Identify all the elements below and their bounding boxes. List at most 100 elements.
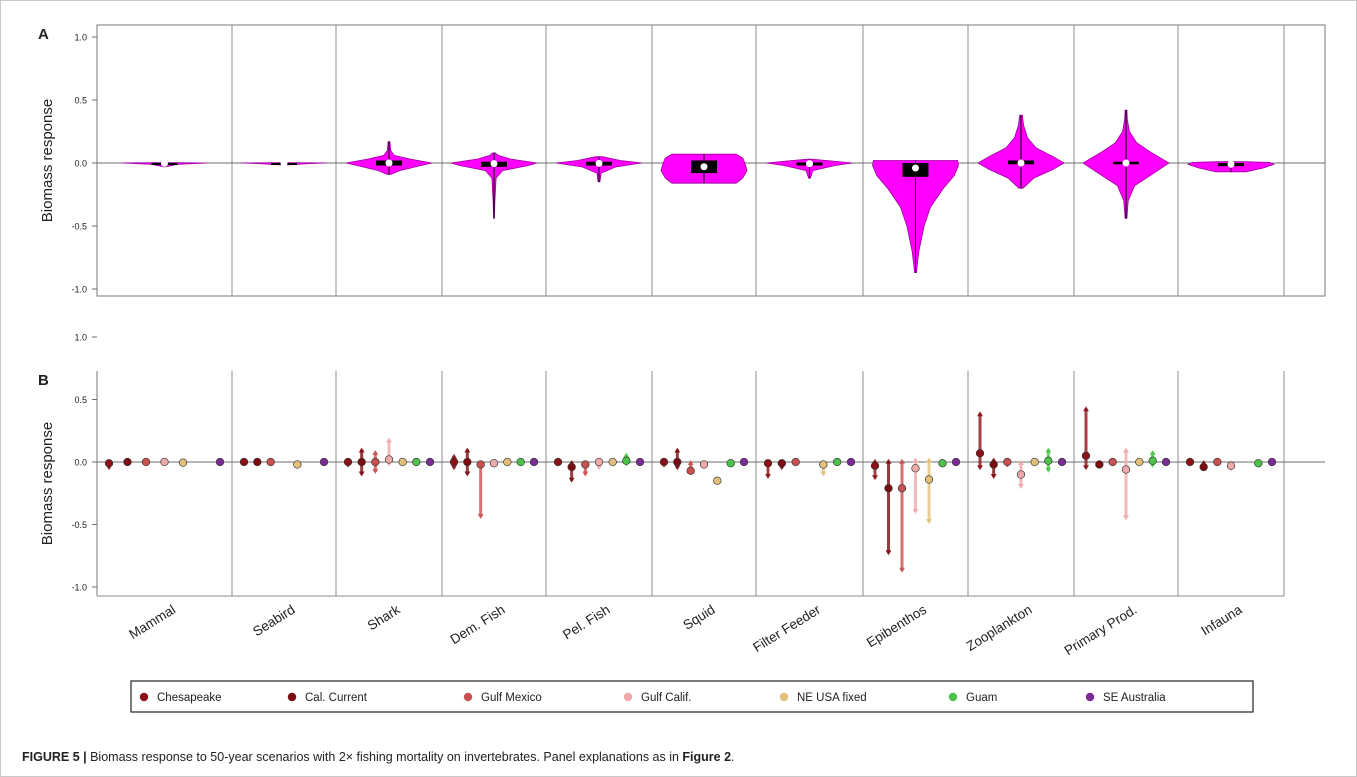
point-chesapeake	[239, 457, 249, 467]
point-se-australia	[846, 457, 856, 467]
x-tick-label: Dem. Fish	[447, 602, 507, 647]
range-cap	[1083, 465, 1089, 471]
legend-marker	[463, 692, 473, 702]
y-tick-label: 0.0	[74, 458, 87, 468]
point-gulf-mexico	[266, 457, 275, 467]
range-cap	[1123, 447, 1129, 453]
point-gulf-calif-	[699, 460, 709, 469]
panel-b-label: B	[38, 372, 49, 389]
x-tick-label: Seabird	[250, 602, 297, 639]
legend-entry: Gulf Mexico	[481, 692, 542, 704]
violin-median	[806, 160, 813, 168]
legend-marker	[139, 692, 149, 702]
range-cap	[372, 469, 379, 474]
range-cap	[687, 460, 694, 465]
range-cap	[820, 471, 827, 477]
violin-median	[912, 164, 919, 172]
point-gulf-calif-	[489, 459, 499, 468]
point-gulf-mexico	[1108, 457, 1117, 467]
point-gulf-mexico	[1213, 457, 1222, 467]
range-cap	[372, 450, 379, 455]
point-gulf-mexico	[1003, 457, 1012, 467]
y-axis-label: Biomass response	[39, 422, 56, 545]
point-chesapeake	[1185, 457, 1195, 467]
caption-figure-ref: Figure 2	[682, 750, 732, 764]
range-cap	[1045, 447, 1052, 453]
point-cal-current	[1095, 460, 1104, 469]
point-cal-current	[884, 484, 893, 493]
range-cap	[1018, 460, 1024, 465]
range-cap	[386, 437, 392, 443]
point-gulf-calif-	[384, 455, 394, 464]
point-gulf-mexico	[686, 466, 695, 475]
point-chesapeake	[343, 457, 353, 467]
point-chesapeake	[659, 457, 669, 467]
point-gulf-calif-	[160, 457, 169, 467]
panel-b: 1.0 0.5 0.0 -0.5 -1.0 Biomass response B Mammal…	[38, 333, 1325, 658]
y-axis-label: Biomass response	[39, 99, 56, 222]
point-chesapeake	[870, 461, 880, 470]
point-cal-current	[673, 457, 682, 467]
violin-median	[1122, 159, 1130, 167]
point-ne-usa-fixed	[1135, 457, 1144, 467]
y-tick-label: 0.5	[74, 96, 87, 106]
point-cal-current	[777, 459, 786, 468]
x-tick-label: Mammal	[126, 602, 178, 642]
panel-a-label: A	[38, 26, 49, 43]
range-cap	[912, 509, 919, 514]
point-chesapeake	[104, 459, 114, 468]
y-tick-label: 1.0	[74, 33, 87, 43]
violin-median	[161, 159, 168, 167]
point-chesapeake	[553, 457, 563, 467]
range-cap	[358, 447, 365, 453]
point-se-australia	[425, 457, 435, 467]
legend-entry: NE USA fixed	[797, 692, 867, 704]
range-cap	[596, 465, 602, 471]
violin-median	[1017, 159, 1025, 167]
point-gulf-mexico	[581, 460, 590, 469]
range-cap	[912, 457, 919, 463]
range-cap	[451, 465, 457, 471]
point-gulf-calif-	[1121, 465, 1131, 474]
point-ne-usa-fixed	[1030, 457, 1039, 467]
range-cap	[582, 471, 589, 477]
point-ne-usa-fixed	[503, 457, 512, 467]
point-gulf-calif-	[1016, 470, 1026, 479]
point-chesapeake	[975, 449, 985, 458]
legend-marker	[779, 692, 789, 702]
violin-median	[700, 163, 708, 171]
point-se-australia	[1161, 457, 1171, 467]
point-ne-usa-fixed	[398, 457, 407, 467]
legend-entry: Guam	[966, 692, 997, 704]
range-cap	[623, 452, 630, 458]
violin-median	[1227, 160, 1235, 168]
range-cap	[926, 519, 932, 524]
point-gulf-calif-	[911, 464, 920, 473]
point-cal-current	[567, 462, 576, 472]
point-chesapeake	[449, 457, 459, 467]
range-cap	[1083, 406, 1089, 412]
y-tick-label: -0.5	[71, 520, 87, 530]
x-tick-label: Zooplankton	[964, 602, 1035, 654]
point-guam	[516, 457, 525, 467]
caption-label: FIGURE 5 |	[22, 750, 87, 764]
point-ne-usa-fixed	[819, 460, 828, 469]
legend-entry: Gulf Calif.	[641, 692, 692, 704]
point-ne-usa-fixed	[293, 460, 302, 469]
point-ne-usa-fixed	[178, 458, 188, 467]
x-tick-label: Pel. Fish	[560, 602, 612, 643]
point-se-australia	[739, 457, 749, 467]
range-cap	[926, 457, 932, 463]
point-se-australia	[1267, 457, 1277, 467]
legend-marker	[1085, 692, 1095, 702]
point-se-australia	[215, 457, 225, 467]
point-se-australia	[951, 457, 961, 467]
range-cap	[977, 465, 983, 471]
violin-median	[280, 159, 288, 167]
y-tick-label: -1.0	[71, 285, 87, 295]
point-cal-current	[989, 460, 998, 469]
legend-entry: Chesapeake	[157, 692, 222, 704]
legend-entry: SE Australia	[1103, 692, 1166, 704]
caption-text: Biomass response to 50-year scenarios wi…	[86, 750, 683, 764]
point-guam	[726, 459, 735, 468]
